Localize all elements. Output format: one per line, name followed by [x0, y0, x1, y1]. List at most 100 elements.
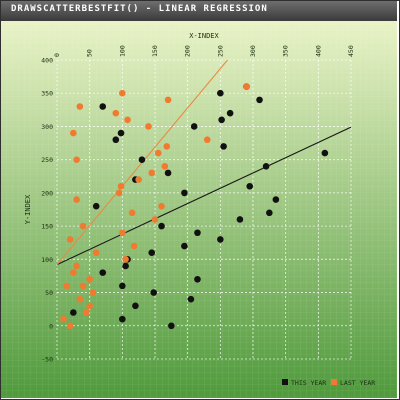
data-point-this-year [272, 196, 280, 203]
data-point-last-year [203, 136, 211, 144]
x-tick-label: 50 [86, 49, 94, 57]
x-tick-label: 450 [347, 45, 355, 57]
data-point-last-year [89, 289, 97, 296]
data-point-last-year [130, 242, 138, 250]
data-point-this-year [181, 189, 188, 197]
data-point-last-year [66, 322, 74, 330]
data-point-last-year [158, 202, 165, 210]
data-point-last-year [128, 209, 136, 217]
data-point-last-year [73, 262, 80, 270]
data-point-last-year [243, 83, 250, 90]
x-tick-label: 300 [249, 45, 257, 57]
data-point-this-year [150, 289, 157, 296]
y-tick-label: 200 [41, 189, 53, 197]
data-point-last-year [115, 189, 123, 197]
data-point-last-year [92, 249, 100, 256]
data-point-this-year [164, 169, 172, 177]
data-point-this-year [218, 116, 225, 124]
data-point-last-year [70, 129, 77, 137]
title-bar: DRAWSCATTERBESTFIT() - LINEAR REGRESSION [1, 1, 397, 21]
data-point-this-year [112, 136, 120, 144]
data-point-this-year [190, 123, 198, 130]
x-tick-label: 250 [216, 45, 224, 57]
data-point-this-year [266, 209, 273, 217]
best-fit-line-this-year [57, 126, 351, 266]
data-point-last-year [83, 309, 90, 316]
y-tick-label: 250 [41, 156, 53, 164]
data-point-this-year [70, 309, 77, 316]
data-point-this-year [119, 282, 126, 290]
data-point-last-year [135, 176, 142, 183]
data-point-this-year [117, 129, 125, 137]
y-tick-label: 350 [41, 90, 53, 98]
data-point-last-year [119, 229, 126, 237]
data-point-this-year [220, 143, 227, 150]
data-point-this-year [226, 109, 234, 117]
data-point-last-year [79, 222, 87, 230]
y-tick-label: 50 [45, 289, 53, 297]
data-point-this-year [194, 275, 201, 283]
data-point-last-year [119, 89, 126, 97]
data-point-this-year [92, 202, 100, 210]
y-axis-label: Y-INDEX [24, 194, 32, 224]
data-point-last-year [122, 256, 129, 263]
data-point-last-year [164, 96, 172, 104]
data-point-this-year [217, 89, 224, 97]
x-tick-label: 350 [282, 45, 290, 57]
data-point-last-year [86, 302, 93, 310]
data-point-this-year [321, 149, 329, 157]
data-point-last-year [60, 315, 67, 323]
legend-label-last-year: LAST YEAR [340, 379, 375, 387]
data-point-this-year [262, 163, 270, 170]
data-point-this-year [148, 249, 156, 256]
data-point-last-year [154, 149, 162, 157]
data-point-this-year [99, 103, 107, 110]
legend-swatch-last-year [331, 379, 337, 385]
y-tick-label: -50 [41, 356, 53, 364]
legend-swatch-this-year [282, 379, 288, 385]
data-point-last-year [70, 269, 77, 276]
data-point-this-year [132, 302, 139, 310]
legend-label-this-year: THIS YEAR [291, 379, 326, 387]
data-point-this-year [122, 262, 129, 270]
background-grid [1, 21, 397, 398]
x-tick-label: 0 [53, 53, 61, 57]
data-point-this-year [168, 322, 175, 330]
x-axis-label: X-INDEX [189, 32, 219, 40]
data-point-last-year [145, 123, 152, 130]
chart-title: DRAWSCATTERBESTFIT() - LINEAR REGRESSION [11, 4, 268, 14]
data-point-last-year [117, 182, 125, 190]
data-point-this-year [99, 269, 107, 276]
data-point-last-year [79, 282, 87, 290]
data-point-this-year [119, 315, 126, 323]
y-tick-label: 100 [41, 256, 53, 264]
x-tick-label: 400 [314, 45, 322, 57]
data-point-last-year [63, 282, 71, 290]
data-point-last-year [148, 169, 156, 177]
data-point-last-year [151, 216, 159, 223]
data-point-last-year [86, 275, 93, 283]
y-tick-label: 150 [41, 223, 53, 231]
data-point-last-year [112, 109, 120, 117]
data-point-this-year [194, 229, 201, 237]
data-point-last-year [76, 295, 84, 303]
data-point-last-year [76, 103, 84, 110]
data-point-this-year [181, 242, 188, 250]
data-point-last-year [66, 236, 74, 243]
data-point-this-year [158, 222, 165, 230]
y-tick-label: 0 [49, 322, 53, 330]
data-point-this-year [256, 96, 263, 104]
x-tick-label: 100 [118, 45, 126, 57]
data-point-this-year [246, 182, 254, 190]
y-tick-label: 400 [41, 57, 53, 65]
data-point-last-year [163, 143, 171, 150]
data-point-last-year [124, 116, 131, 124]
data-point-this-year [138, 156, 146, 163]
data-point-last-year [161, 163, 169, 170]
data-point-this-year [236, 216, 244, 223]
data-point-last-year [73, 156, 80, 163]
x-tick-label: 200 [184, 45, 192, 57]
x-tick-label: 150 [151, 45, 159, 57]
data-point-this-year [187, 295, 195, 303]
